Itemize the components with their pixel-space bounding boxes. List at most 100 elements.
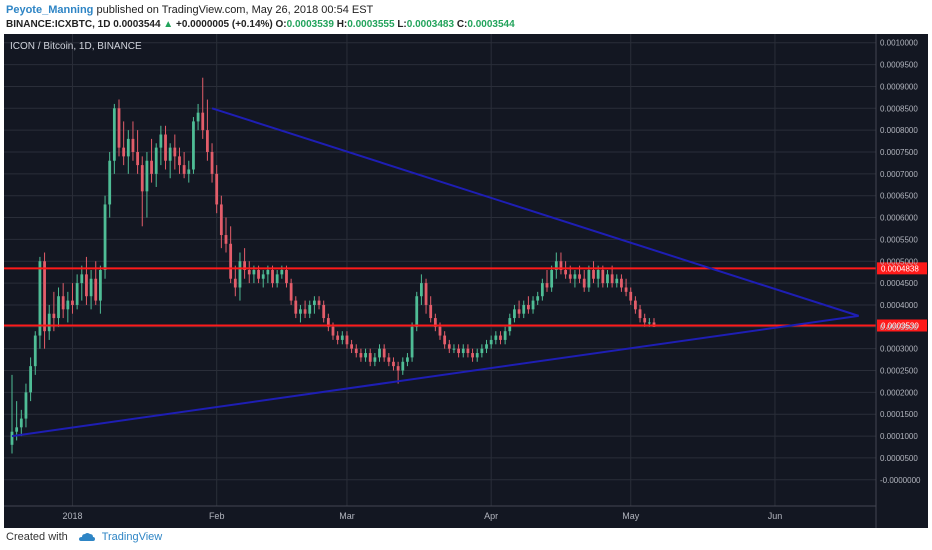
candle-body [201, 112, 205, 131]
candle-body [247, 270, 251, 275]
candle-body [224, 235, 228, 244]
y-tick-label: 0.0009500 [880, 61, 918, 70]
candle-body [457, 348, 461, 354]
candle-body [513, 309, 516, 319]
candle-body [303, 309, 307, 314]
candle-body [266, 270, 270, 275]
y-tick-label: 0.0004000 [880, 301, 918, 310]
candle-body [536, 296, 540, 301]
candle-body [229, 243, 233, 279]
candle-body [494, 335, 498, 340]
candle-body [164, 134, 167, 161]
candle-body [252, 270, 256, 275]
candle-body [108, 160, 112, 205]
candle-body [601, 270, 605, 284]
candle-body [540, 283, 544, 297]
candle-body [47, 313, 51, 332]
x-tick-label: Jun [768, 511, 783, 521]
trendlines [11, 107, 860, 438]
candle-body [215, 173, 219, 205]
y-tick-label: 0.0001500 [880, 410, 918, 419]
high-value: 0.0003555 [347, 19, 395, 30]
candle-body [75, 283, 79, 305]
y-tick-label: 0.0007500 [880, 148, 918, 157]
candle-body [485, 344, 488, 349]
candle-body [94, 278, 98, 301]
candle-body [173, 147, 177, 157]
candle-body [596, 270, 600, 279]
price-change: +0.0000005 (+0.14%) [175, 19, 273, 30]
y-tick-label: 0.0010000 [880, 39, 918, 48]
candle-body [322, 304, 326, 319]
candle-body [131, 138, 135, 152]
candle-body [126, 138, 130, 157]
candle-body [178, 156, 181, 166]
candle-body [243, 261, 247, 270]
low-value: 0.0003483 [406, 19, 455, 30]
candle-body [550, 270, 554, 288]
candle-body [633, 300, 637, 310]
y-tick-label: 0.0005500 [880, 235, 918, 244]
candle-body [401, 361, 405, 371]
candle-body [592, 270, 595, 279]
candle-body [112, 108, 116, 161]
chart-panel[interactable]: 2018 Feb Mar Apr May Jun 0.0004838 0.0003530 0… [4, 34, 928, 528]
y-tick-label: 0.0003500 [880, 323, 918, 332]
candle-body [415, 296, 419, 327]
candle-body [554, 261, 558, 270]
candle-body [647, 322, 651, 324]
price-chart[interactable]: 2018 Feb Mar Apr May Jun 0.0004838 0.0003530 0… [4, 34, 928, 528]
candle-body [187, 169, 191, 174]
candle-body [85, 274, 88, 297]
candle-body [33, 335, 37, 367]
y-tick-label: 0.0004500 [880, 279, 918, 288]
y-tick-label: 0.0005000 [880, 257, 918, 266]
candle-body [410, 326, 414, 358]
candle-body [573, 274, 577, 279]
candle-body [117, 108, 121, 148]
open-value: 0.0003539 [286, 19, 334, 30]
candle-body [285, 270, 288, 284]
candle-body [326, 318, 330, 327]
level-tag [877, 319, 927, 332]
publish-text: published on TradingView.com, May 26, 20… [96, 4, 374, 16]
candle-body [289, 283, 293, 301]
candle-body [299, 309, 302, 314]
candle-body [447, 344, 451, 349]
candle-body [610, 274, 614, 284]
candle-body [205, 130, 209, 152]
level-label: 0.0004838 [881, 264, 919, 273]
symbol-label: BINANCE:ICXBTC, 1D [6, 19, 111, 30]
candle-body [522, 304, 526, 314]
candle-body [378, 348, 381, 358]
open-label: O: [275, 19, 287, 30]
y-tick-label: 0.0003000 [880, 345, 918, 354]
tradingview-link[interactable]: TradingView [101, 531, 163, 543]
y-tick-label: 0.0008000 [880, 126, 918, 135]
y-tick-label: -0.0000000 [880, 476, 921, 485]
candle-body [452, 348, 456, 350]
candle-body [136, 152, 140, 166]
candle-body [154, 147, 158, 174]
author-link[interactable]: Peyote_Manning [6, 4, 94, 16]
ohlc-bar: BINANCE:ICXBTC, 1D 0.0003544 ▲ +0.000000… [6, 19, 515, 30]
candle-body [350, 344, 354, 349]
candle-body [359, 353, 363, 358]
candle-body [192, 121, 195, 170]
candle-body [545, 283, 549, 288]
x-tick-label: Apr [484, 511, 498, 521]
candle-body [471, 353, 474, 358]
y-tick-label: 0.0008500 [880, 104, 918, 113]
candle-body [419, 283, 423, 297]
candle-body [345, 335, 349, 345]
candle-body [196, 112, 200, 122]
trendline [211, 107, 860, 317]
candle-body [317, 300, 321, 305]
candle-body [219, 204, 223, 236]
candle-body [568, 274, 572, 279]
candle-body [98, 270, 102, 301]
candle-body [182, 165, 186, 174]
levels: 0.0004838 0.0003530 [4, 262, 927, 332]
candle-body [159, 134, 163, 148]
candle-body [466, 348, 470, 354]
